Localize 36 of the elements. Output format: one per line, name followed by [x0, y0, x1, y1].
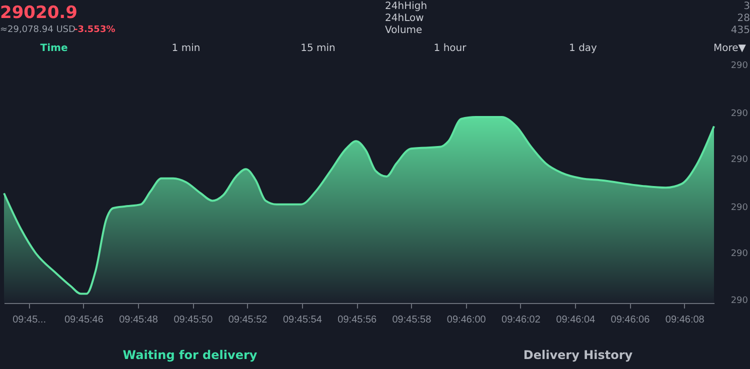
text: 24hHigh: [385, 1, 428, 12]
x-tick-label: 09:45:58: [392, 314, 432, 326]
text: 1 min: [172, 43, 200, 54]
text: 290: [730, 249, 748, 259]
text: 290: [730, 296, 748, 306]
x-tick-label: 09:45:50: [174, 314, 214, 326]
x-tick-label: 09:46:08: [665, 314, 705, 326]
chart-title: 29020.9: [0, 3, 78, 23]
text: Waiting for delivery: [122, 348, 258, 362]
text: 290: [730, 61, 748, 71]
x-tick-label: 09:45:52: [228, 314, 268, 326]
x-tick-label: 09:46:06: [610, 314, 650, 326]
text: 15 min: [300, 43, 336, 54]
x-tick-label: 09:46:04: [556, 314, 596, 326]
x-tick-label: 09:46:02: [502, 314, 541, 326]
x-tick-label: 09:45:56: [338, 314, 378, 326]
text: 28: [737, 13, 750, 24]
text: 290: [730, 109, 748, 119]
text: 1 hour: [434, 43, 466, 54]
text: 3: [744, 1, 750, 12]
text: Time: [40, 43, 68, 54]
text: Delivery History: [523, 348, 633, 362]
text: 24hLow: [385, 13, 424, 24]
text: Volume: [385, 25, 422, 36]
text: 435: [730, 25, 750, 36]
text: 290: [730, 203, 748, 213]
x-tick-label: 09:45:54: [282, 314, 322, 326]
text: More▼: [714, 43, 746, 54]
text: 290: [730, 155, 748, 165]
x-tick-label: 09:45:48: [119, 314, 158, 326]
text: -3.553%: [74, 25, 116, 35]
text: 1 day: [569, 43, 597, 54]
x-tick-label: 09:45...: [12, 314, 46, 326]
x-tick-label: 09:46:00: [446, 314, 486, 326]
x-tick-label: 09:45:46: [64, 314, 104, 326]
text: ≈29,078.94 USD: [0, 25, 76, 35]
